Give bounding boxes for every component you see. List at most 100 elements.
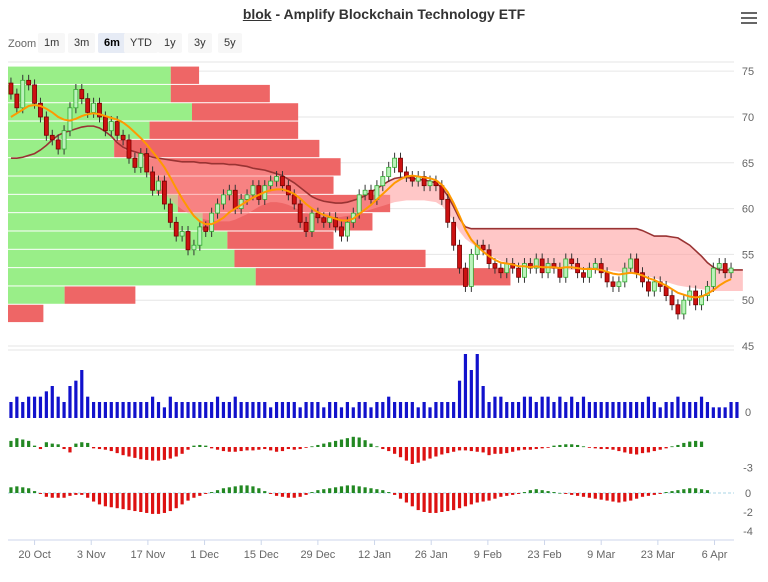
candle-up — [244, 194, 250, 200]
x-axis-tick-label: 20 Oct — [18, 549, 50, 561]
oscillator-2-bar-negative — [68, 493, 72, 496]
oscillator-2-bar-positive — [15, 486, 19, 493]
candle-up — [344, 221, 350, 237]
oscillator-2-bar-negative — [658, 493, 662, 494]
oscillator-2-bar-negative — [516, 493, 521, 494]
volume-bar — [27, 396, 31, 418]
volume-bar — [274, 402, 279, 418]
oscillator-2-bar-negative — [646, 493, 651, 496]
zoom-3m-button[interactable]: 3m — [68, 33, 96, 53]
candle-down — [102, 116, 108, 132]
volume-profile-up-bar — [8, 249, 235, 268]
oscillator-2-bar-positive — [27, 488, 31, 493]
volume-bar — [552, 402, 556, 418]
candle-up — [386, 166, 392, 177]
oscillator-2-bar-negative — [198, 493, 202, 496]
zoom-ytd-button[interactable]: YTD — [124, 33, 158, 53]
oscillator-1-bar-negative — [440, 447, 444, 455]
volume-bar — [322, 407, 326, 418]
oscillator-1-bar-positive — [204, 445, 208, 447]
candle-up — [628, 258, 634, 269]
oscillator-2-bar-positive — [357, 486, 361, 493]
oscillator-2-bar-negative — [487, 493, 491, 501]
volume-bar — [404, 402, 409, 418]
oscillator-1-bar-positive — [198, 444, 202, 447]
volume-profile-up-bar — [8, 139, 115, 158]
oscillator-1-bar-negative — [227, 447, 231, 452]
candle-up — [250, 185, 256, 196]
oscillator-2-bar-negative — [393, 493, 397, 495]
volume-bar — [151, 396, 155, 418]
oscillator-1-bar-negative — [139, 447, 143, 460]
oscillator-2-bar-negative — [186, 493, 190, 501]
volume-bar — [398, 402, 403, 418]
oscillator-1-bar-negative — [540, 447, 544, 449]
volume-bar — [239, 402, 243, 418]
oscillator-2-bar-positive — [534, 489, 538, 493]
oscillator-1-histogram — [9, 436, 704, 464]
volume-bar — [80, 370, 84, 418]
oscillator-1-bar-negative — [233, 447, 237, 452]
candle-up — [327, 217, 333, 223]
zoom-1m-button[interactable]: 1m — [38, 33, 66, 53]
candle-down — [162, 180, 167, 205]
candle-up — [716, 263, 722, 269]
oscillator-1-bar-negative — [274, 447, 279, 452]
oscillator-2-bar-positive — [316, 490, 320, 493]
oscillator-1-bar-positive — [21, 439, 25, 447]
volume-bar — [86, 396, 90, 418]
candle-up — [226, 189, 232, 196]
chart-title-ticker[interactable]: blok — [242, 6, 272, 22]
oscillator-1-bar-negative — [422, 447, 426, 461]
oscillator-2-bar-negative — [292, 493, 296, 498]
candle-down — [463, 267, 468, 287]
oscillator-1-bar-negative — [38, 447, 43, 450]
candle-up — [616, 281, 622, 287]
zoom-6m-button[interactable]: 6m — [98, 33, 126, 53]
hamburger-menu-icon[interactable] — [739, 10, 759, 26]
zoom-5y-button[interactable]: 5y — [218, 33, 242, 53]
zoom-1y-button[interactable]: 1y — [158, 33, 182, 53]
oscillator-1-bar-positive — [192, 445, 196, 447]
volume-bar — [469, 370, 473, 418]
oscillator-2-bar-negative — [452, 493, 456, 511]
candle-down — [480, 244, 486, 251]
volume-bar — [210, 402, 214, 418]
oscillator-2-bar-positive — [558, 493, 562, 494]
candle-down — [663, 286, 669, 297]
oscillator-1-bar-positive — [676, 444, 680, 447]
volume-bar — [688, 402, 692, 418]
oscillator-1-bar-negative — [91, 447, 96, 449]
candle-up — [380, 176, 386, 187]
volume-bar — [711, 407, 715, 418]
volume-bar — [481, 386, 485, 418]
zoom-3y-button[interactable]: 3y — [188, 33, 212, 53]
oscillator-1-bar-negative — [387, 447, 391, 452]
oscillator-1-bar-negative — [221, 447, 226, 452]
oscillator-2-bar-negative — [109, 493, 113, 508]
oscillator-1-bar-negative — [528, 447, 532, 450]
oscillator-1-bar-negative — [511, 447, 515, 452]
volume-bar — [56, 396, 60, 418]
candle-down — [203, 226, 209, 232]
volume-bar — [298, 407, 302, 418]
volume-bar — [363, 402, 367, 418]
candle-up — [622, 267, 628, 283]
candle-down — [173, 221, 179, 237]
oscillator-2-histogram — [9, 485, 710, 514]
oscillator-1-bar-negative — [546, 447, 550, 448]
candle-down — [126, 139, 132, 159]
oscillator-2-bar-negative — [127, 493, 131, 511]
volume-bar — [292, 402, 296, 418]
oscillator-2-y-tick-label: 0 — [745, 488, 751, 500]
oscillator-2-bar-positive — [9, 487, 13, 493]
candle-down — [610, 281, 616, 287]
moving-average-line — [10, 104, 732, 299]
oscillator-1-bar-positive — [310, 446, 314, 448]
volume-bar — [32, 396, 37, 418]
candle-up — [215, 203, 220, 214]
volume-bar — [599, 402, 603, 418]
candle-down — [38, 102, 43, 118]
zoom-label: Zoom — [8, 38, 37, 50]
